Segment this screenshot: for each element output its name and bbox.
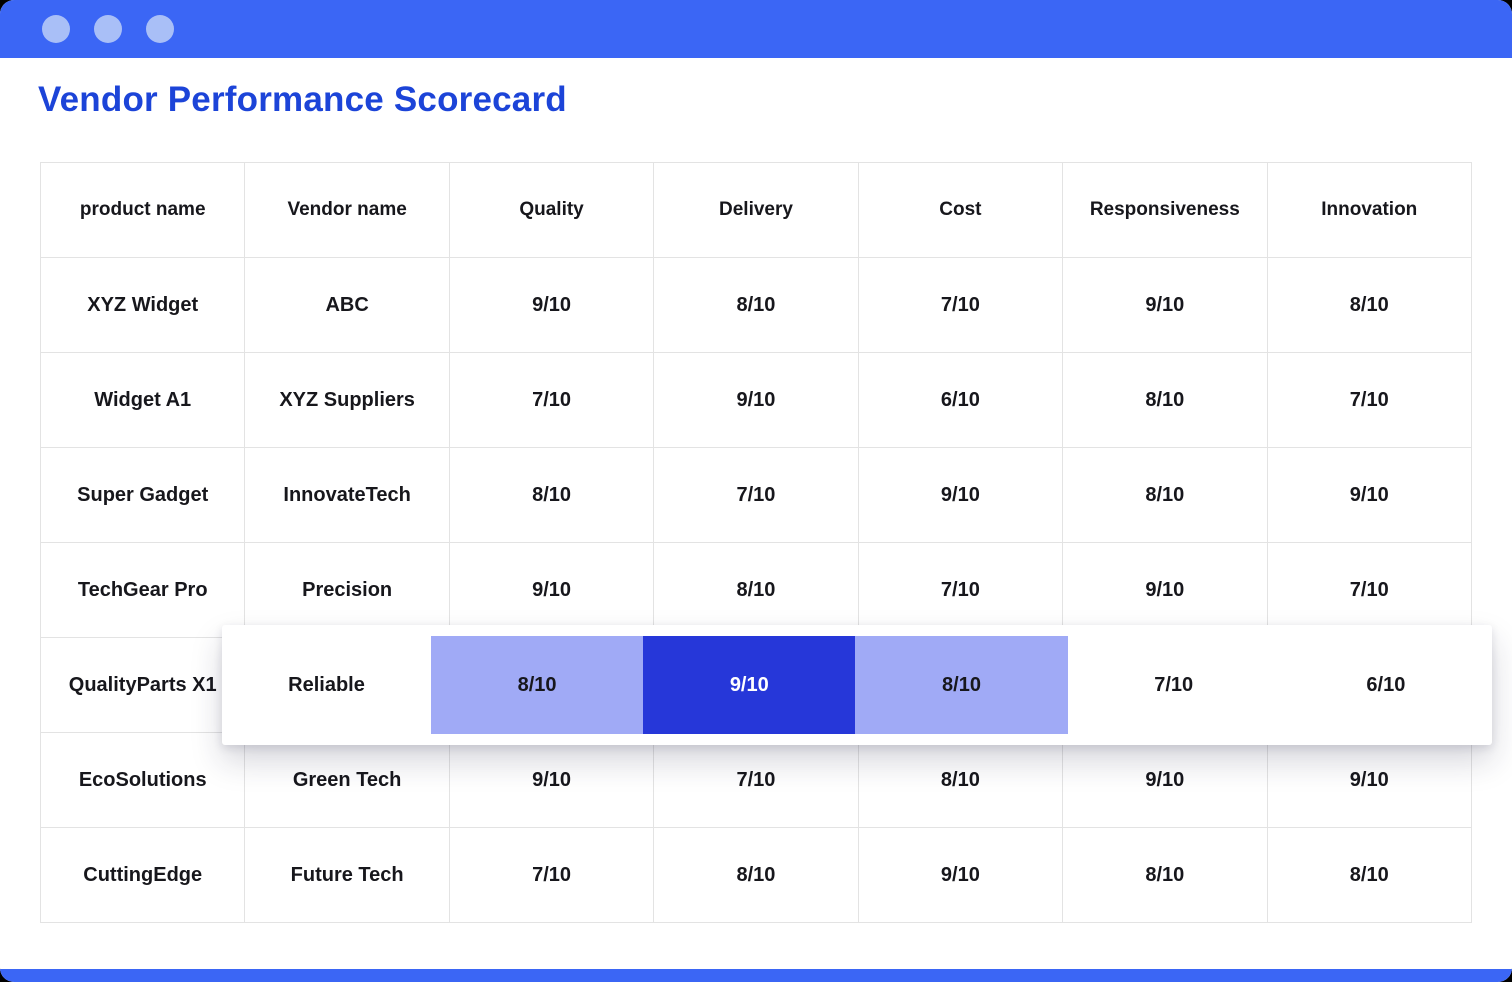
product-name-cell: CuttingEdge [39,827,246,923]
product-name-cell: QualityParts X1 [39,637,246,733]
dragged-row-score-cell[interactable]: 9/10 [643,636,856,734]
score-cell[interactable]: 9/10 [448,257,655,353]
score-cell[interactable]: 9/10 [653,352,859,448]
dragged-row-vendor-cell: Reliable [288,673,365,696]
score-cell[interactable]: 9/10 [1266,732,1473,828]
score-cell[interactable]: 8/10 [653,257,859,353]
column-header-cost: Cost [857,162,1064,258]
column-header-delivery: Delivery [653,162,859,258]
score-cell[interactable]: 9/10 [1266,447,1473,543]
score-cell[interactable]: 7/10 [857,257,1064,353]
dragged-row-score-cell[interactable]: 8/10 [431,636,644,734]
score-cell[interactable]: 6/10 [857,352,1064,448]
column-header-vendor-name: Vendor name [244,162,450,258]
score-cell[interactable]: 7/10 [1266,352,1473,448]
score-cell[interactable]: 9/10 [448,542,655,638]
product-name-cell: Super Gadget [39,447,246,543]
vendor-name-cell: ABC [244,257,450,353]
product-name-cell: EcoSolutions [39,732,246,828]
dragged-row-score-cell[interactable]: 8/10 [855,636,1068,734]
table-row[interactable]: Widget A1 XYZ Suppliers 7/10 9/10 6/10 8/10 7/… [39,352,1473,448]
score-cell[interactable]: 9/10 [1062,257,1268,353]
score-cell[interactable]: 8/10 [653,542,859,638]
table-row[interactable]: EcoSolutions Green Tech 9/10 7/10 8/10 9/10 9/… [39,732,1473,828]
table-row[interactable]: CuttingEdge Future Tech 7/10 8/10 9/10 8/10 8/… [39,827,1473,923]
column-header-responsiveness: Responsiveness [1062,162,1268,258]
score-cell[interactable]: 7/10 [653,732,859,828]
vendor-name-cell: Future Tech [244,827,450,923]
score-cell[interactable]: 7/10 [448,827,655,923]
dragged-row-card[interactable]: Reliable 8/10 9/10 8/10 7/10 6/10 [222,625,1492,745]
window-control-dot-3[interactable] [146,15,174,43]
score-cell[interactable]: 7/10 [448,352,655,448]
score-cell[interactable]: 7/10 [857,542,1064,638]
table-row[interactable]: XYZ Widget ABC 9/10 8/10 7/10 9/10 8/10 [39,257,1473,353]
product-name-cell: Widget A1 [39,352,246,448]
dragged-row-score-cell[interactable]: 7/10 [1067,636,1280,734]
column-header-product-name: product name [39,162,246,258]
window-bottombar [0,969,1512,982]
score-cell[interactable]: 7/10 [1266,542,1473,638]
product-name-cell: XYZ Widget [39,257,246,353]
product-name-cell: TechGear Pro [39,542,246,638]
table-row[interactable]: Super Gadget InnovateTech 8/10 7/10 9/10 8/10… [39,447,1473,543]
score-cell[interactable]: 8/10 [1062,352,1268,448]
score-cell[interactable]: 8/10 [1266,257,1473,353]
window-control-dot-1[interactable] [42,15,70,43]
table-header-row: product name Vendor name Quality Delivery Co… [39,162,1473,258]
score-cell[interactable]: 8/10 [653,827,859,923]
score-cell[interactable]: 9/10 [1062,732,1268,828]
vendor-name-cell: XYZ Suppliers [244,352,450,448]
score-cell[interactable]: 8/10 [1062,447,1268,543]
vendor-name-cell: InnovateTech [244,447,450,543]
score-cell[interactable]: 9/10 [857,447,1064,543]
window-titlebar [0,0,1512,58]
table-row[interactable]: TechGear Pro Precision 9/10 8/10 7/10 9/10 7/1… [39,542,1473,638]
window-control-dot-2[interactable] [94,15,122,43]
page-title: Vendor Performance Scorecard [38,80,567,119]
vendor-name-cell: Precision [244,542,450,638]
score-cell[interactable]: 8/10 [1266,827,1473,923]
score-cell[interactable]: 8/10 [1062,827,1268,923]
vendor-name-cell: Green Tech [244,732,450,828]
score-cell[interactable]: 9/10 [857,827,1064,923]
dragged-row-score-cell[interactable]: 6/10 [1279,636,1492,734]
score-cell[interactable]: 9/10 [448,732,655,828]
score-cell[interactable]: 8/10 [448,447,655,543]
column-header-quality: Quality [448,162,655,258]
score-cell[interactable]: 8/10 [857,732,1064,828]
score-cell[interactable]: 7/10 [653,447,859,543]
score-cell[interactable]: 9/10 [1062,542,1268,638]
vendor-scorecard-table: product name Vendor name Quality Delivery Co… [39,162,1473,923]
column-header-innovation: Innovation [1266,162,1473,258]
